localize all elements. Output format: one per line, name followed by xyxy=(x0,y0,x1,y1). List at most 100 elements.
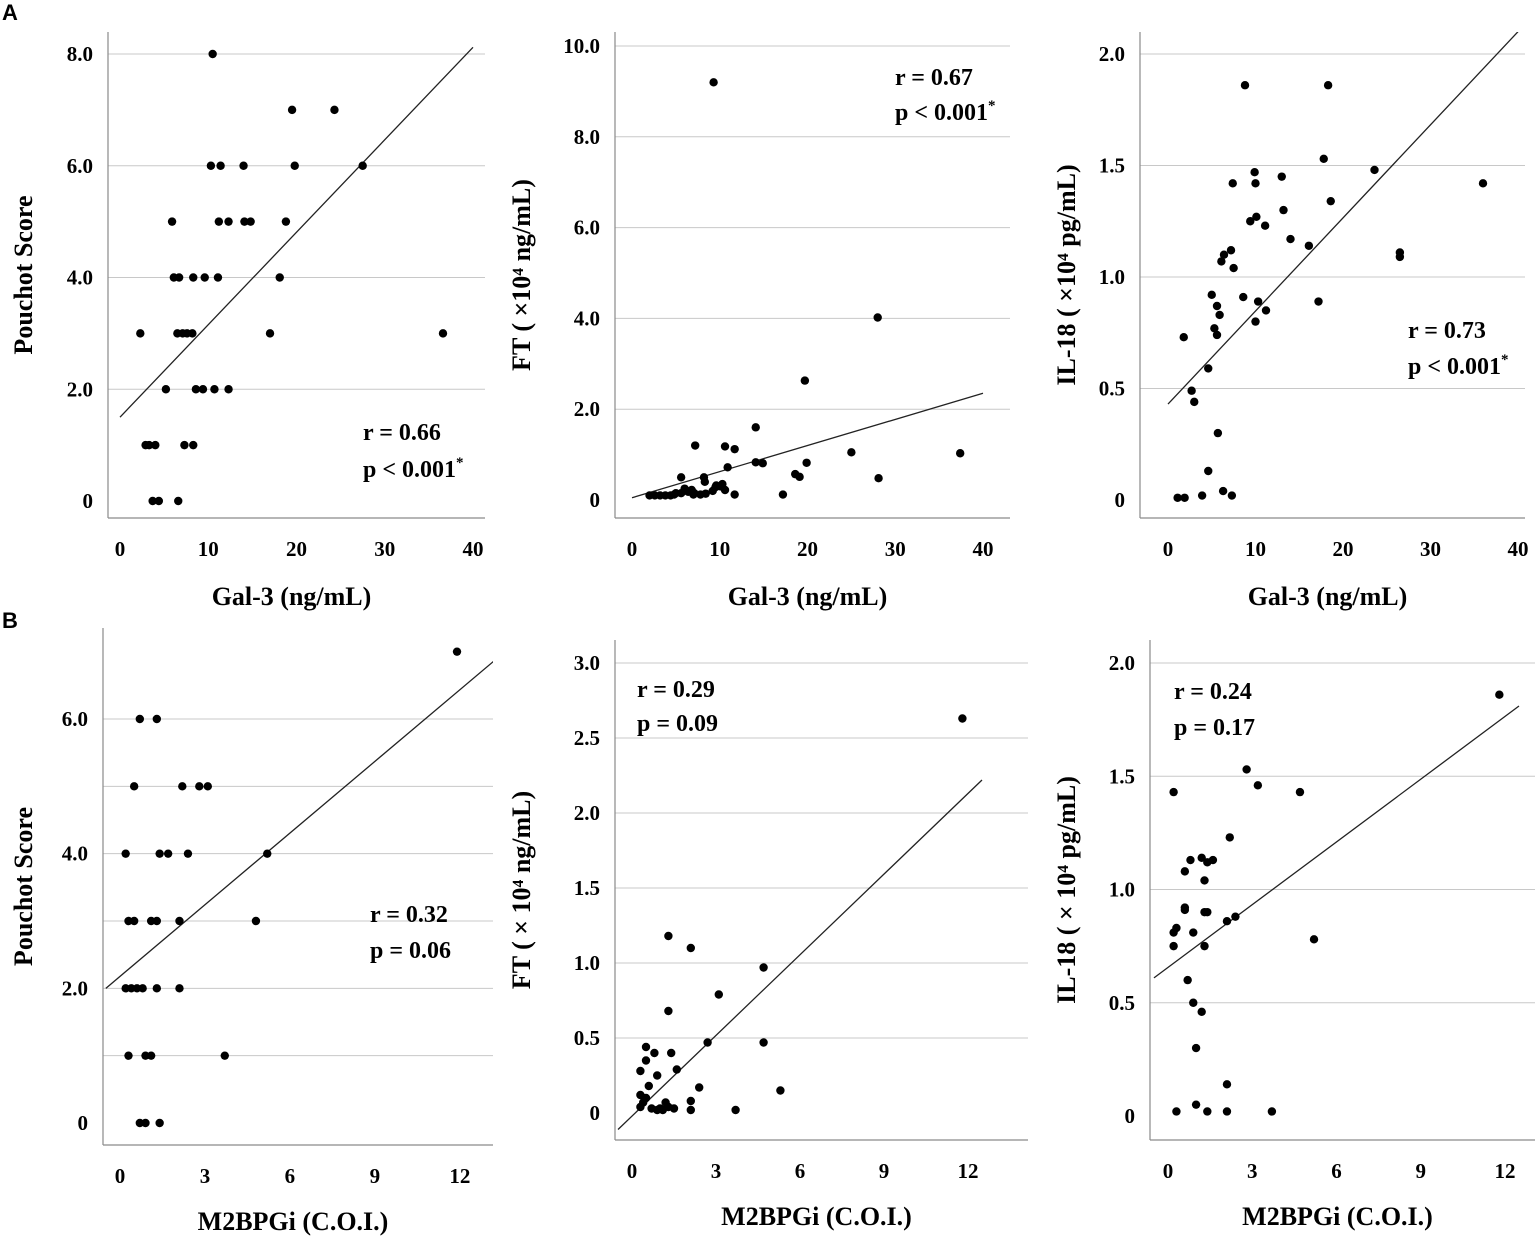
point-b1-1 xyxy=(135,714,145,724)
stat-p-b1: p = 0.06 xyxy=(370,938,451,964)
x-tick-label-a1-3: 30 xyxy=(374,537,395,561)
x-tick-label-b2-2: 6 xyxy=(795,1159,806,1183)
point-a3-42 xyxy=(1197,491,1207,500)
point-a1-29 xyxy=(198,385,208,394)
point-b1-5 xyxy=(195,782,204,791)
point-b3-25 xyxy=(1189,998,1198,1007)
stat-p-a2: p < 0.001* xyxy=(895,98,996,126)
point-a2-12 xyxy=(723,463,732,472)
point-b1-8 xyxy=(155,849,164,858)
point-b2-9 xyxy=(650,1048,659,1058)
point-b2-10 xyxy=(667,1048,676,1058)
y-tick-label-a1-2: 4.0 xyxy=(67,266,93,290)
point-a1-27 xyxy=(161,385,171,394)
y-tick-label-b1-4: 4.0 xyxy=(62,842,88,866)
chart-a3: 0 0.5 1.0 1.5 2.0 0 10 20 30 40 Gal-3 (ng/mL) IL-18… xyxy=(1052,32,1529,611)
y-axis-title-a3: IL-18 ( ×10⁴ pg/mL) xyxy=(1052,164,1081,385)
x-axis-title-b1: M2BPGi (C.O.I.) xyxy=(198,1207,389,1236)
point-a2-35 xyxy=(676,488,686,498)
y-tick-label-b1-2: 2.0 xyxy=(62,976,88,1000)
x-tick-label-b3-1: 3 xyxy=(1247,1159,1258,1183)
point-a2-14 xyxy=(795,472,804,482)
point-a1-26 xyxy=(438,329,448,338)
point-a3-0 xyxy=(1240,81,1250,90)
point-a2-6 xyxy=(730,444,739,454)
y-tick-label-b1-6: 6.0 xyxy=(62,707,88,731)
y-tick-label-a1-1: 2.0 xyxy=(67,377,93,401)
point-a3-11 xyxy=(1252,212,1261,221)
x-axis-title-b3: M2BPGi (C.O.I.) xyxy=(1242,1202,1433,1231)
point-b2-12 xyxy=(672,1065,681,1074)
y-tick-label-b2-3: 1.5 xyxy=(574,876,600,900)
point-b3-9 xyxy=(1208,855,1218,865)
x-tick-label-a3-0: 0 xyxy=(1163,537,1174,561)
point-a1-20 xyxy=(136,329,145,338)
point-a3-1 xyxy=(1323,81,1333,90)
point-b1-23 xyxy=(175,984,184,993)
point-b3-33 xyxy=(1222,1107,1232,1116)
point-b2-17 xyxy=(776,1086,785,1095)
point-b3-19 xyxy=(1169,928,1178,937)
point-a1-6 xyxy=(290,161,299,170)
point-b3-15 xyxy=(1203,907,1212,917)
stat-p-a1: p < 0.001* xyxy=(363,455,464,483)
stat-r-a1: r = 0.66 xyxy=(363,420,441,446)
fit-line-b1 xyxy=(105,660,493,989)
point-b2-4 xyxy=(714,990,723,999)
point-a3-2 xyxy=(1319,154,1328,164)
point-a1-9 xyxy=(214,217,224,226)
stat-p-b2: p = 0.09 xyxy=(637,711,718,737)
point-a1-4 xyxy=(216,161,225,170)
chart-b1: 0 2.0 4.0 6.0 0 3 6 9 12 M2BPGi (C.O.I.) Pouchot S… xyxy=(9,628,493,1236)
point-b1-16 xyxy=(175,916,184,926)
point-b3-27 xyxy=(1191,1043,1201,1053)
stat-r-a3: r = 0.73 xyxy=(1408,318,1486,344)
point-a3-23 xyxy=(1239,292,1248,302)
point-a2-17 xyxy=(874,474,883,483)
x-tick-label-a2-2: 20 xyxy=(797,537,818,561)
point-b2-5 xyxy=(664,1006,673,1016)
y-tick-label-b3-0: 0 xyxy=(1125,1104,1136,1128)
point-a2-10 xyxy=(758,459,767,468)
y-tick-label-b1-0: 0 xyxy=(78,1111,89,1135)
point-a1-35 xyxy=(180,440,189,450)
point-b1-22 xyxy=(152,984,162,993)
fit-line-b3 xyxy=(1153,705,1520,979)
point-b3-2 xyxy=(1253,781,1263,790)
point-b3-26 xyxy=(1197,1007,1206,1017)
y-tick-label-b2-5: 2.5 xyxy=(574,726,600,750)
point-a1-11 xyxy=(240,217,249,226)
x-tick-label-a2-3: 30 xyxy=(885,537,906,561)
point-a1-38 xyxy=(154,496,164,506)
point-a3-26 xyxy=(1212,301,1222,311)
point-a2-26 xyxy=(720,485,730,495)
point-a3-6 xyxy=(1228,179,1237,188)
fit-line-b2 xyxy=(617,779,983,1130)
x-tick-label-b2-4: 12 xyxy=(958,1159,979,1183)
x-tick-label-a3-2: 20 xyxy=(1333,537,1354,561)
point-a1-5 xyxy=(239,161,248,170)
stat-sup-a1: * xyxy=(456,455,464,471)
point-b2-0 xyxy=(958,714,967,723)
point-a3-20 xyxy=(1395,252,1405,262)
point-a3-28 xyxy=(1215,310,1224,320)
point-a3-9 xyxy=(1326,196,1335,206)
point-b3-32 xyxy=(1172,1107,1181,1116)
x-tick-label-b1-2: 6 xyxy=(285,1164,296,1188)
x-tick-label-b3-2: 6 xyxy=(1331,1159,1342,1183)
point-a3-33 xyxy=(1204,364,1213,373)
y-tick-label-b2-4: 2.0 xyxy=(574,801,600,825)
point-b3-1 xyxy=(1242,765,1251,774)
y-axis-title-b2: FT ( × 10⁴ ng/mL) xyxy=(507,791,536,989)
x-tick-label-b2-1: 3 xyxy=(711,1159,722,1183)
point-a1-18 xyxy=(213,273,223,282)
point-b3-5 xyxy=(1225,833,1234,842)
point-a3-13 xyxy=(1260,221,1270,230)
point-b2-15 xyxy=(644,1081,653,1091)
y-tick-label-a1-4: 8.0 xyxy=(67,42,93,66)
point-a2-2 xyxy=(800,376,810,385)
x-axis-title-a1: Gal-3 (ng/mL) xyxy=(212,582,372,611)
y-tick-label-a1-0: 0 xyxy=(83,489,94,513)
point-a3-36 xyxy=(1213,428,1223,438)
stat-p-a3: p < 0.001* xyxy=(1408,352,1509,380)
